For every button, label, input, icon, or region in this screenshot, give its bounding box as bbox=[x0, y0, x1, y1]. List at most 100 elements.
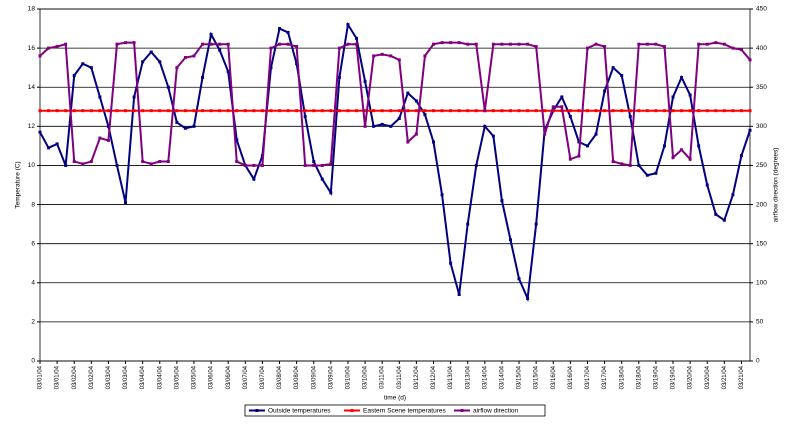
point-marker bbox=[183, 126, 187, 130]
point-marker bbox=[662, 144, 666, 148]
x-tick-label: 03/10/04 bbox=[363, 365, 369, 389]
point-marker bbox=[124, 201, 128, 205]
point-marker bbox=[603, 109, 607, 113]
y-tick-label: 12 bbox=[28, 123, 36, 130]
point-marker bbox=[141, 160, 145, 164]
point-marker bbox=[431, 109, 435, 113]
point-marker bbox=[329, 191, 333, 195]
y-tick-label: 8 bbox=[31, 201, 35, 208]
point-marker bbox=[517, 277, 521, 281]
x-tick-label: 03/15/04 bbox=[517, 365, 523, 389]
point-marker bbox=[337, 109, 341, 113]
point-marker bbox=[423, 109, 427, 113]
point-marker bbox=[645, 42, 649, 46]
point-marker bbox=[98, 95, 102, 99]
point-marker bbox=[329, 109, 333, 113]
point-marker bbox=[141, 109, 145, 113]
point-marker bbox=[662, 45, 666, 49]
point-marker bbox=[252, 177, 256, 181]
point-marker bbox=[158, 60, 162, 64]
point-marker bbox=[645, 109, 649, 113]
x-tick-label: 03/04/04 bbox=[157, 365, 163, 389]
point-marker bbox=[47, 109, 51, 113]
point-marker bbox=[89, 109, 93, 113]
point-marker bbox=[355, 36, 359, 40]
point-marker bbox=[585, 46, 589, 50]
x-tick-label: 03/08/04 bbox=[277, 365, 283, 389]
y2-tick-label: 0 bbox=[756, 358, 760, 365]
point-marker bbox=[106, 109, 110, 113]
point-marker bbox=[149, 50, 153, 54]
point-marker bbox=[423, 54, 427, 58]
point-marker bbox=[166, 109, 170, 113]
point-marker bbox=[64, 163, 68, 167]
y2-tick-label: 100 bbox=[756, 279, 767, 286]
point-marker bbox=[526, 296, 530, 300]
point-marker bbox=[141, 60, 145, 64]
point-marker bbox=[466, 109, 470, 113]
point-marker bbox=[688, 109, 692, 113]
x-tick-label: 03/09/04 bbox=[328, 365, 334, 389]
point-marker bbox=[243, 109, 247, 113]
point-marker bbox=[72, 109, 76, 113]
x-tick-label: 03/06/04 bbox=[209, 365, 215, 389]
legend-label: airflow direction bbox=[473, 408, 519, 415]
point-marker bbox=[124, 109, 128, 113]
point-marker bbox=[124, 41, 128, 45]
point-marker bbox=[714, 109, 718, 113]
point-marker bbox=[81, 162, 85, 166]
point-marker bbox=[363, 79, 367, 83]
point-marker bbox=[286, 42, 290, 46]
y2-tick-label: 450 bbox=[756, 6, 767, 13]
point-marker bbox=[346, 42, 350, 46]
series-line bbox=[39, 21, 751, 303]
point-marker bbox=[483, 109, 487, 113]
point-marker bbox=[372, 109, 376, 113]
legend-box bbox=[244, 404, 546, 417]
legend-marker bbox=[350, 409, 354, 412]
point-marker bbox=[474, 109, 478, 113]
point-marker bbox=[149, 109, 153, 113]
point-marker bbox=[662, 109, 666, 113]
point-marker bbox=[355, 109, 359, 113]
point-marker bbox=[431, 140, 435, 144]
x-tick-label: 03/14/04 bbox=[500, 365, 506, 389]
point-marker bbox=[500, 42, 504, 46]
y2-tick-label: 300 bbox=[756, 123, 767, 130]
point-marker bbox=[303, 163, 307, 167]
point-marker bbox=[722, 109, 726, 113]
point-marker bbox=[705, 42, 709, 46]
point-marker bbox=[47, 46, 51, 50]
x-tick-label: 03/16/04 bbox=[568, 365, 574, 389]
legend: Outside temperatures Eastern Scene temper… bbox=[244, 404, 546, 417]
point-marker bbox=[166, 85, 170, 89]
x-tick-label: 03/20/04 bbox=[705, 365, 711, 389]
point-marker bbox=[654, 109, 658, 113]
point-marker bbox=[560, 105, 564, 109]
point-marker bbox=[303, 109, 307, 113]
y-tick-label: 18 bbox=[28, 6, 36, 13]
x-tick-label: 03/11/04 bbox=[380, 365, 386, 389]
point-marker bbox=[748, 58, 752, 62]
point-marker bbox=[337, 46, 341, 50]
point-marker bbox=[568, 115, 572, 119]
point-marker bbox=[534, 222, 538, 226]
point-marker bbox=[457, 41, 461, 45]
x-tick-label: 03/07/04 bbox=[260, 365, 266, 389]
point-marker bbox=[81, 62, 85, 66]
point-marker bbox=[680, 148, 684, 152]
point-marker bbox=[106, 124, 110, 128]
x-tick-label: 03/15/04 bbox=[534, 365, 540, 389]
point-marker bbox=[697, 144, 701, 148]
point-marker bbox=[337, 75, 341, 79]
point-marker bbox=[132, 41, 136, 45]
legend-label: Outside temperatures bbox=[268, 408, 331, 415]
point-marker bbox=[628, 109, 632, 113]
point-marker bbox=[500, 109, 504, 113]
point-marker bbox=[705, 109, 709, 113]
point-marker bbox=[714, 41, 718, 45]
y2-tick-label: 350 bbox=[756, 84, 767, 91]
y2-tick-label: 150 bbox=[756, 240, 767, 247]
point-marker bbox=[380, 109, 384, 113]
point-marker bbox=[739, 48, 743, 52]
